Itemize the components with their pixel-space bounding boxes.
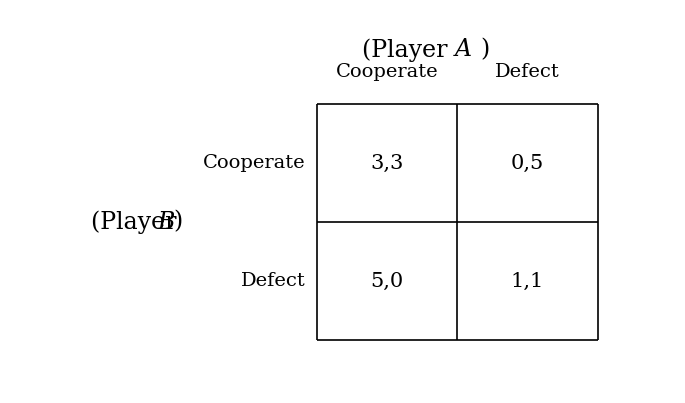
Text: 5,0: 5,0 bbox=[371, 272, 403, 291]
Text: Defect: Defect bbox=[241, 272, 306, 290]
Text: (Player: (Player bbox=[362, 38, 455, 62]
Text: Defect: Defect bbox=[495, 63, 560, 81]
Text: ): ) bbox=[173, 211, 182, 234]
Text: (Player: (Player bbox=[91, 210, 184, 234]
Text: ): ) bbox=[480, 38, 489, 61]
Text: 3,3: 3,3 bbox=[370, 154, 403, 172]
Text: B: B bbox=[158, 211, 175, 234]
Text: A: A bbox=[455, 38, 471, 61]
Text: Cooperate: Cooperate bbox=[203, 154, 306, 172]
Text: 0,5: 0,5 bbox=[511, 154, 544, 172]
Text: 1,1: 1,1 bbox=[511, 272, 545, 291]
Text: Cooperate: Cooperate bbox=[336, 63, 438, 81]
